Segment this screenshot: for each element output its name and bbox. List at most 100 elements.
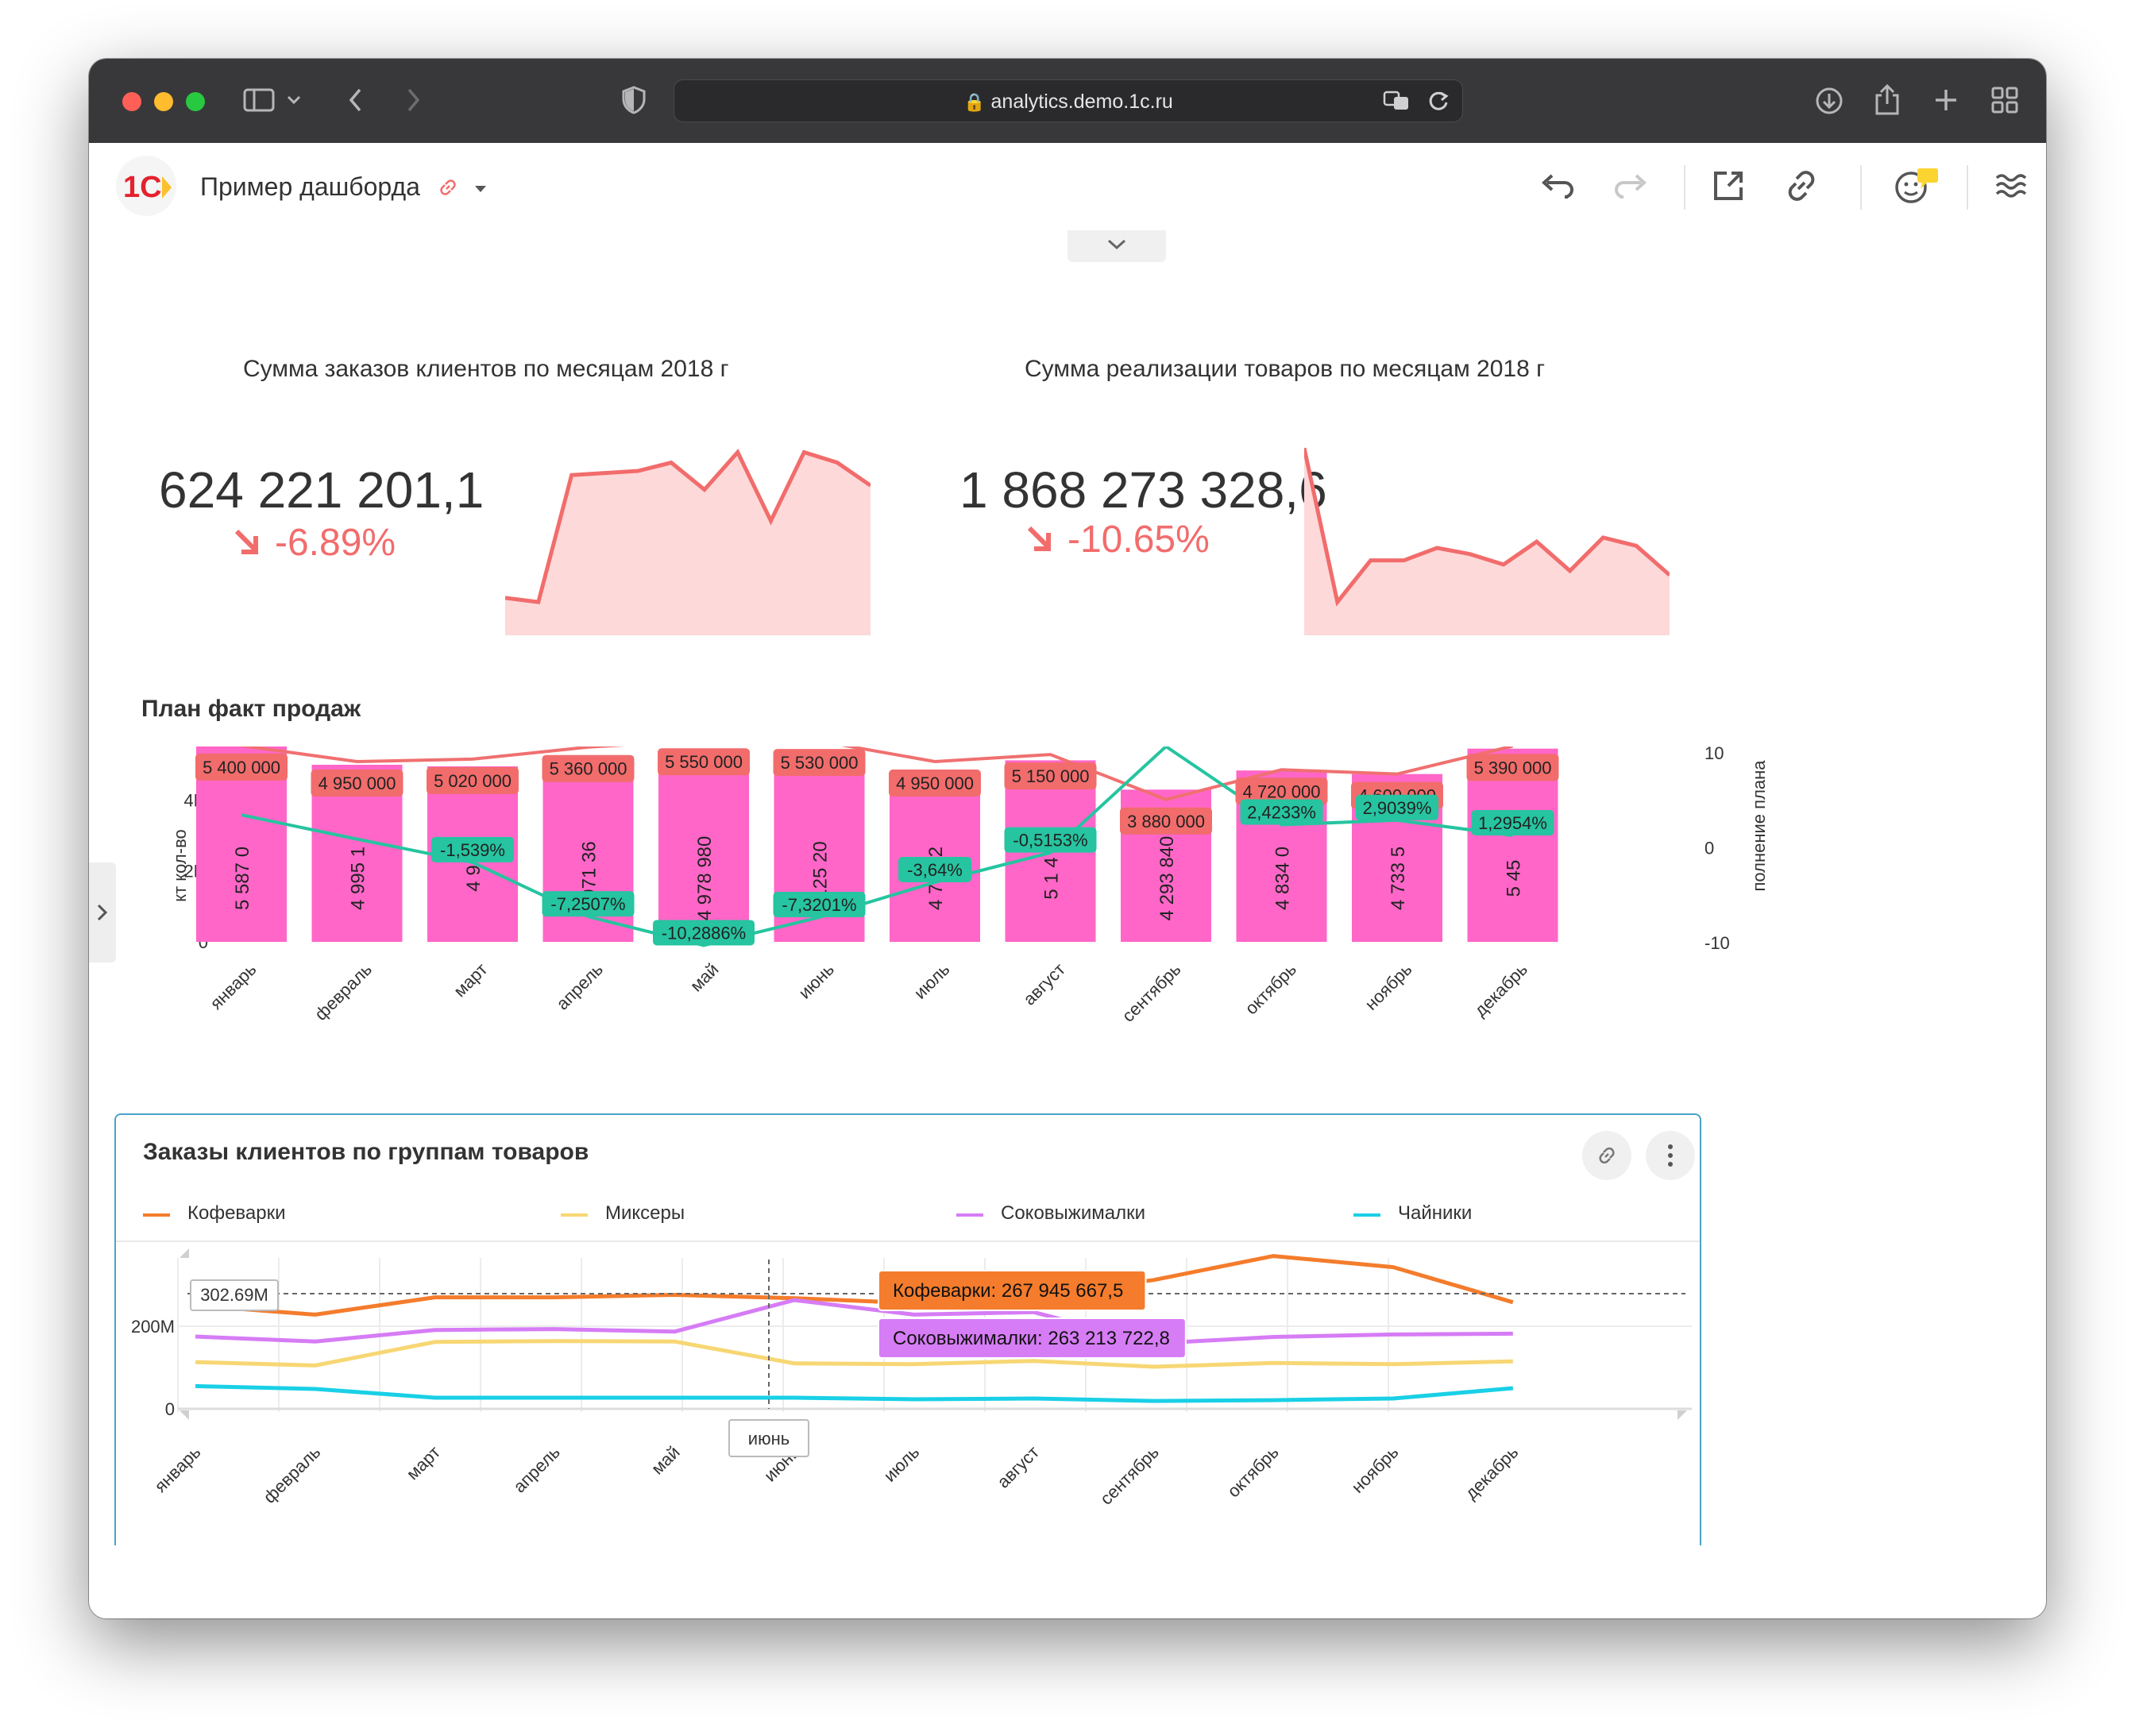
logo-1c-icon: 1С (123, 171, 172, 204)
plan-value-label: 4 950 000 (319, 773, 396, 793)
crosshair-value-box (190, 1279, 279, 1311)
x-tick-label: апрель (552, 959, 607, 1014)
legend-item[interactable]: Кофеварки (187, 1202, 286, 1224)
bar-value-label: 4 834 0 (1272, 847, 1294, 910)
plan-label-box (889, 770, 981, 797)
x-tick-label: март (403, 1442, 444, 1483)
dashboard-title[interactable]: Пример дашборда (200, 172, 488, 202)
plan-fact-title: План факт продаж (141, 696, 361, 722)
new-tab-icon[interactable] (1933, 87, 1959, 113)
translate-icon[interactable] (1383, 90, 1411, 112)
orders-card-title: Заказы клиентов по группам товаров (143, 1139, 589, 1165)
legend-item[interactable]: Миксеры (605, 1202, 685, 1224)
plan-value-label: 5 360 000 (550, 759, 627, 779)
card-menu-button[interactable] (1646, 1131, 1695, 1180)
legend-swatch (561, 1213, 588, 1217)
series-line (195, 1339, 1513, 1369)
legend-item[interactable]: Чайники (1398, 1202, 1473, 1224)
percent-label-box (1240, 799, 1323, 825)
app-header: 1С Пример дашборда (89, 143, 2046, 232)
bar-value-label: 4 9 (463, 865, 485, 891)
percent-label-box (1471, 810, 1554, 836)
tooltip-box (878, 1270, 1147, 1311)
sidebar-toggle-icon[interactable] (243, 87, 275, 113)
bar-value-label: 5 45 (1504, 860, 1525, 897)
y-axis-label: кт кол-во (170, 829, 190, 902)
plan-label-box (195, 753, 288, 781)
percent-value-label: -7,3201% (782, 895, 856, 915)
card-link-button[interactable] (1582, 1131, 1631, 1180)
share-icon[interactable] (1873, 83, 1901, 116)
x-tick-label: май (647, 1442, 684, 1479)
orders-line-chart: 200M 0 302.69M январь февраль март апрель май ию… (131, 1248, 1692, 1509)
collapse-header-button[interactable] (1068, 230, 1166, 262)
legend-item[interactable]: Соковыжималки (1001, 1202, 1146, 1224)
tooltip-box (878, 1317, 1187, 1359)
scroll-arrow-icon (180, 1410, 189, 1420)
kpi-title: Сумма заказов клиентов по месяцам 2018 г (243, 356, 729, 382)
forward-icon[interactable] (405, 87, 421, 113)
scroll-arrow-icon (1678, 1410, 1687, 1420)
shield-icon[interactable] (621, 86, 647, 114)
plan-label-box (1235, 777, 1328, 805)
percent-label-box (653, 920, 755, 946)
redo-icon[interactable] (1614, 167, 1652, 205)
reload-icon[interactable] (1427, 90, 1450, 112)
orders-card: Заказы клиентов по группам товаров Кофев… (114, 1113, 1701, 1545)
kpi-value: 624 221 201,1 (159, 461, 485, 519)
plan-label-box (658, 748, 750, 776)
plan-label-box (427, 766, 519, 794)
lock-icon: 🔒 (963, 92, 986, 112)
minimize-window-button[interactable] (154, 92, 173, 111)
kpi-delta-text: -10.65% (1068, 519, 1210, 561)
chevron-down-icon (1107, 239, 1126, 250)
kpi-delta: -10.65% (1025, 518, 1210, 561)
plan-line (241, 746, 1513, 801)
x-tick-label: сентябрь (1118, 959, 1185, 1026)
menu-waves-icon[interactable] (1992, 167, 2030, 205)
undo-icon[interactable] (1536, 167, 1574, 205)
percent-value-label: -1,539% (440, 840, 505, 860)
copy-link-icon[interactable] (1782, 167, 1820, 205)
percent-label-box (431, 836, 514, 862)
plan-label-box (542, 754, 635, 782)
x-tick-label: июль (910, 959, 954, 1003)
side-panel-toggle[interactable] (89, 862, 116, 963)
bar-value-label: 5 587 0 (232, 847, 253, 910)
x-tick-label: октябрь (1241, 959, 1301, 1019)
legend-swatch (143, 1213, 170, 1217)
back-icon[interactable] (348, 87, 364, 113)
plan-value-label: 4 950 000 (896, 773, 974, 793)
caret-down-icon[interactable] (473, 183, 488, 195)
plan-value-label: 5 020 000 (434, 771, 512, 791)
plan-value-label: 5 400 000 (203, 758, 280, 777)
y2-tick-label: 0 (1705, 839, 1714, 858)
x-tick-label: май (686, 959, 723, 996)
close-window-button[interactable] (122, 92, 141, 111)
kpi-delta-text: -6.89% (275, 522, 396, 564)
link-icon (1599, 1147, 1615, 1164)
link-icon[interactable] (438, 178, 458, 197)
svg-text:1С: 1С (123, 171, 162, 204)
downloads-icon[interactable] (1814, 86, 1844, 116)
address-bar[interactable]: 🔒 analytics.demo.1c.ru (674, 79, 1463, 122)
tooltip-text: Кофеварки: 267 945 667,5 (893, 1280, 1123, 1302)
toolbar-divider (1684, 165, 1685, 210)
external-link-icon[interactable] (1709, 167, 1747, 205)
bar-value-label: 4 733 5 (1388, 847, 1409, 910)
percent-value-label: 2,4233% (1247, 803, 1316, 823)
x-tick-label: февраль (259, 1442, 324, 1507)
chevron-down-icon[interactable] (286, 94, 302, 106)
legend-swatch (956, 1213, 983, 1217)
dashboard-content: Сумма заказов клиентов по месяцам 2018 г… (89, 230, 2046, 1618)
kpi-sparkline (505, 448, 871, 635)
tab-overview-icon[interactable] (1990, 86, 2019, 114)
bar-value-label: 4 995 1 (348, 847, 369, 910)
maximize-window-button[interactable] (186, 92, 205, 111)
feedback-icon[interactable] (1894, 167, 1941, 205)
scroll-arrow-icon (180, 1248, 189, 1258)
kpi-sparkline (1304, 447, 1670, 635)
percent-label-box (1004, 827, 1097, 853)
plan-value-label: 5 550 000 (665, 752, 743, 772)
logo-1c[interactable]: 1С (116, 156, 176, 216)
